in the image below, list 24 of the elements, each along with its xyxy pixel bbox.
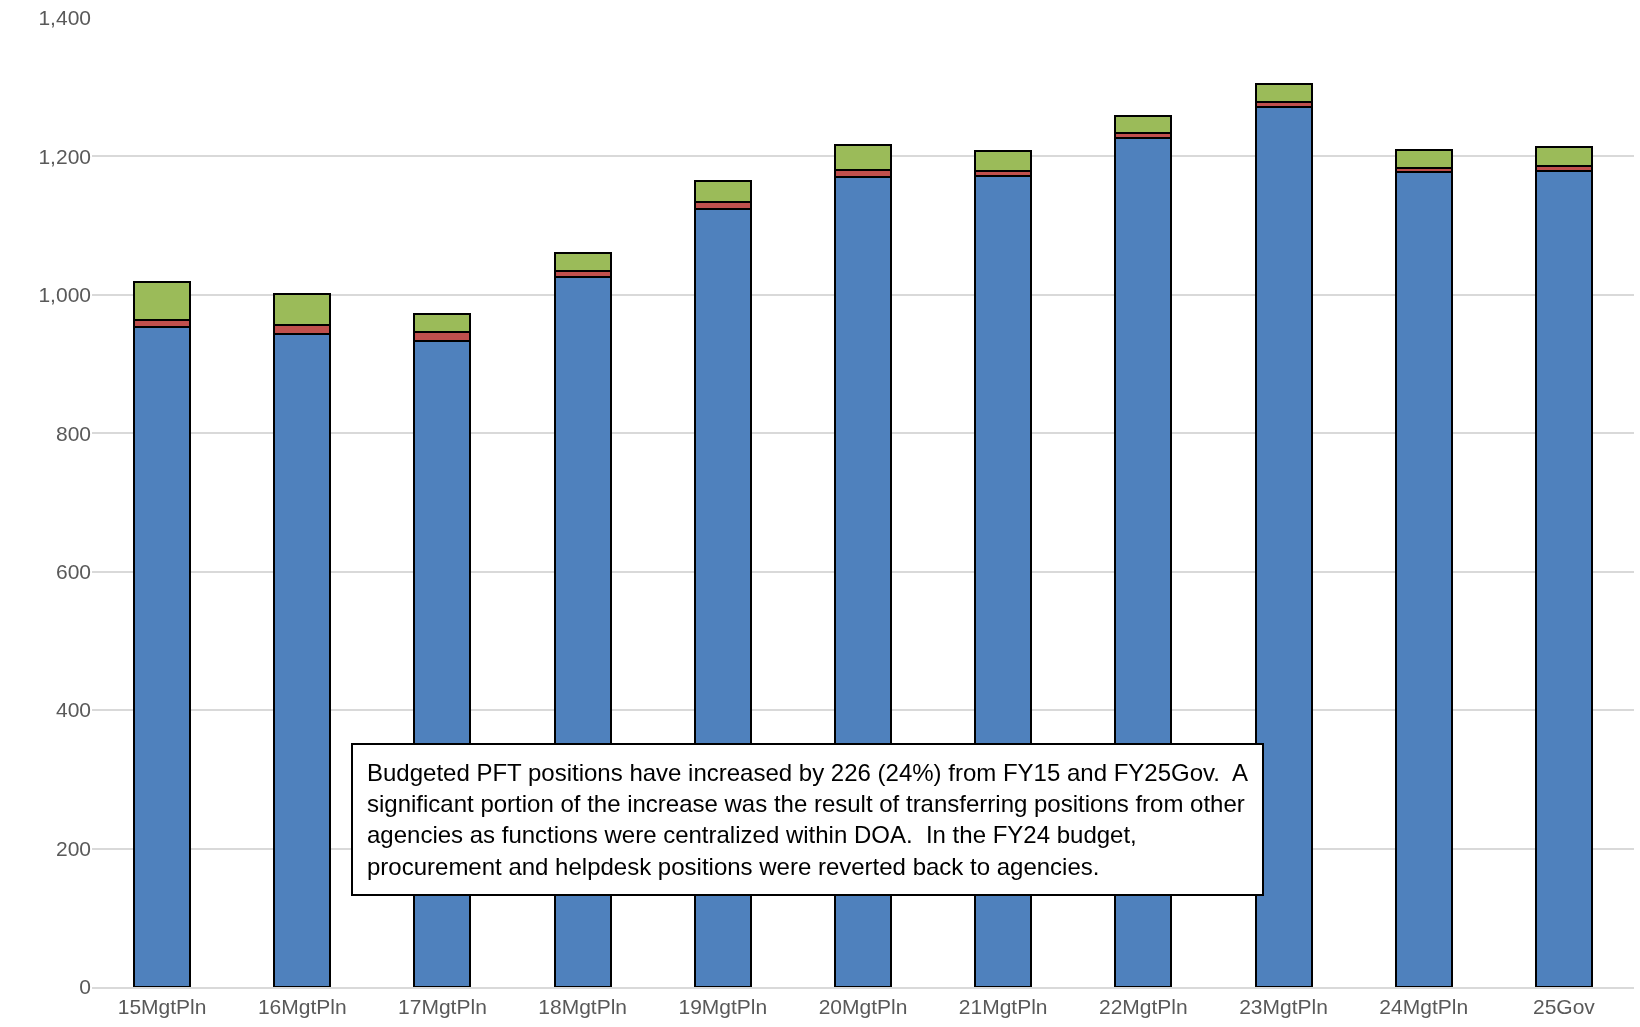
y-tick-label: 600 bbox=[55, 560, 91, 584]
x-tick-label: 24MgtPln bbox=[1379, 994, 1469, 1018]
y-tick-label: 200 bbox=[55, 836, 91, 860]
y-tick-label: 400 bbox=[55, 698, 91, 722]
y-tick-label: 800 bbox=[55, 421, 91, 445]
x-tick-label: 17MgtPln bbox=[398, 994, 487, 1018]
x-tick-label: 20MgtPln bbox=[818, 994, 908, 1018]
x-tick-label: 16MgtPln bbox=[257, 994, 347, 1018]
x-tick-label: 18MgtPln bbox=[538, 994, 627, 1018]
x-tick-label: 21MgtPln bbox=[958, 994, 1048, 1018]
x-tick-label: 15MgtPln bbox=[117, 994, 207, 1018]
y-tick-label: 0 bbox=[79, 975, 91, 999]
x-tick-label: 25Gov bbox=[1532, 994, 1596, 1018]
y-tick-label: 1,200 bbox=[38, 144, 91, 168]
bar bbox=[1534, 146, 1593, 168]
annotation: Budgeted PFT positions have increased by 226 (24%) from FY15 and FY25Gov. A significant portion of the increase was the result of transferring positions from other agencies as functions were centralized within DOA. In the FY24 budget, procurement and helpdesk positions were reverted back to agencies. bbox=[367, 759, 1248, 880]
bar bbox=[1394, 149, 1453, 169]
y-tick-label: 1,000 bbox=[38, 283, 91, 307]
x-tick-label: 23MgtPln bbox=[1239, 994, 1328, 1018]
x-tick-label: 19MgtPln bbox=[678, 994, 768, 1018]
bar bbox=[1534, 169, 1593, 987]
bar bbox=[1394, 171, 1453, 987]
x-tick-label: 22MgtPln bbox=[1099, 994, 1188, 1018]
y-tick-label: 1,400 bbox=[38, 6, 91, 30]
